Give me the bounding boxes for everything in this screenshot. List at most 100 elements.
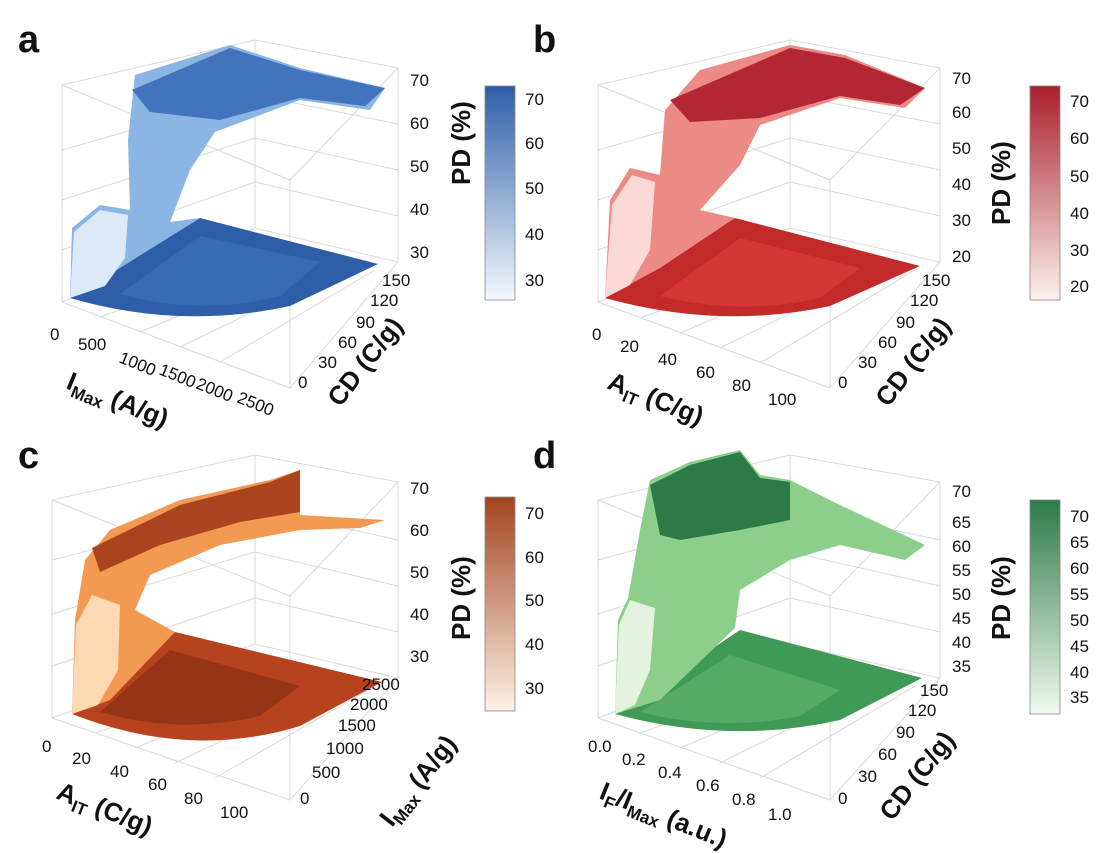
z-tick: 70 (410, 479, 429, 498)
x-ticks-c: 0 20 40 60 80 100 (42, 737, 248, 822)
colorbar-tick: 45 (1070, 637, 1089, 656)
x-tick: 20 (72, 749, 91, 768)
z-axis-label-b: PD (%) (986, 141, 1016, 225)
x-tick: 0.0 (588, 737, 612, 756)
z-tick: 50 (410, 563, 429, 582)
colorbar-tick: 35 (1070, 688, 1089, 707)
surface-wall-low-c (72, 595, 120, 714)
x-tick: 60 (696, 363, 715, 382)
z-ticks-a: 30 40 50 60 70 (410, 71, 429, 262)
panel-b: b 20 30 40 50 60 70 PD (%) 0 20 40 60 80… (533, 19, 1089, 431)
z-tick: 40 (410, 605, 429, 624)
z-tick: 50 (410, 157, 429, 176)
colorbar-rect-d (1029, 499, 1061, 715)
y-tick: 30 (858, 353, 877, 372)
colorbar-tick: 30 (1070, 241, 1089, 260)
z-tick: 70 (952, 482, 971, 501)
panel-c: c 30 40 50 60 70 PD (%) 0 20 40 60 80 10… (18, 435, 544, 841)
colorbar-tick: 70 (525, 504, 544, 523)
y-tick: 90 (896, 313, 915, 332)
z-tick: 40 (952, 633, 971, 652)
z-tick: 30 (410, 243, 429, 262)
surface-a (70, 45, 385, 317)
colorbar-tick: 60 (525, 134, 544, 153)
colorbar-tick: 65 (1070, 533, 1089, 552)
z-tick: 60 (952, 537, 971, 556)
colorbar-tick: 20 (1070, 277, 1089, 296)
y-ticks-d: 0 30 60 90 120 150 (838, 681, 948, 808)
x-tick: 100 (768, 390, 796, 409)
colorbar-b: 20 30 40 50 60 70 (1029, 85, 1089, 301)
z-tick: 65 (952, 513, 971, 532)
colorbar-a: 30 40 50 60 70 (484, 85, 544, 301)
y-tick: 2000 (350, 695, 388, 714)
colorbar-tick: 50 (525, 591, 544, 610)
surface-floor-band-b (660, 238, 860, 307)
y-tick: 0 (838, 789, 847, 808)
colorbar-d: 35 40 45 50 55 60 65 70 (1029, 499, 1089, 715)
surface-d (615, 450, 925, 732)
panel-label-c: c (18, 435, 39, 477)
x-tick: 2500 (235, 388, 277, 420)
x-ticks-b: 0 20 40 60 80 100 (592, 325, 796, 409)
y-ticks-b: 0 30 60 90 120 150 (838, 271, 950, 392)
panel-label-d: d (533, 435, 556, 477)
surface-floor-band-a (120, 236, 320, 306)
x-tick: 40 (658, 350, 677, 369)
y-tick: 150 (922, 271, 950, 290)
surface-wall-top-b (670, 48, 925, 122)
surface-wall-low-a (70, 210, 128, 298)
surface-floor-band-c (100, 650, 300, 725)
x-tick: 1500 (157, 360, 199, 392)
x-tick: 500 (78, 335, 106, 354)
surface-c (72, 470, 385, 741)
x-tick: 0 (50, 325, 59, 344)
y-tick: 90 (896, 723, 915, 742)
x-tick: 20 (620, 337, 639, 356)
x-tick: 40 (110, 762, 129, 781)
y-tick: 0 (838, 373, 847, 392)
z-tick: 40 (952, 175, 971, 194)
colorbar-tick: 40 (525, 225, 544, 244)
z-axis-label-d: PD (%) (986, 556, 1016, 640)
colorbar-tick: 40 (1070, 204, 1089, 223)
y-tick: 150 (382, 271, 410, 290)
colorbar-rect-c (484, 496, 516, 712)
x-tick: 0.4 (658, 763, 682, 782)
colorbar-tick: 60 (1070, 129, 1089, 148)
surface-wall-top-d (650, 452, 790, 540)
colorbar-tick: 40 (1070, 663, 1089, 682)
y-tick: 90 (356, 313, 375, 332)
panel-d: d 35 40 45 50 55 60 65 70 PD (%) 0.0 0.2… (533, 435, 1089, 854)
x-tick: 0 (42, 737, 51, 756)
y-tick: 30 (858, 767, 877, 786)
y-ticks-a: 0 30 60 90 120 150 (298, 271, 410, 392)
x-tick: 0 (592, 325, 601, 344)
z-tick: 70 (410, 71, 429, 90)
y-tick: 500 (312, 763, 340, 782)
z-tick: 60 (952, 103, 971, 122)
colorbar-tick: 50 (1070, 167, 1089, 186)
colorbar-tick: 60 (525, 548, 544, 567)
z-axis-label-c: PD (%) (446, 556, 476, 640)
y-tick: 150 (920, 681, 948, 700)
y-tick: 30 (318, 353, 337, 372)
y-tick: 60 (338, 333, 357, 352)
z-tick: 20 (952, 247, 971, 266)
x-tick: 0.2 (622, 750, 646, 769)
colorbar-tick: 40 (525, 635, 544, 654)
x-tick: 80 (184, 789, 203, 808)
panel-label-a: a (18, 19, 40, 61)
y-tick: 0 (298, 373, 307, 392)
z-tick: 30 (410, 647, 429, 666)
z-ticks-b: 20 30 40 50 60 70 (952, 69, 971, 266)
surface-wall-top-c (92, 470, 300, 572)
z-tick: 60 (410, 114, 429, 133)
colorbar-tick: 50 (525, 179, 544, 198)
y-ticks-c: 0 500 1000 1500 2000 2500 (300, 675, 400, 808)
x-tick: 0.6 (696, 776, 720, 795)
z-tick: 70 (952, 69, 971, 88)
y-axis-label-d: CD (C/g) (873, 725, 961, 825)
surface-wall-low-d (615, 600, 655, 714)
